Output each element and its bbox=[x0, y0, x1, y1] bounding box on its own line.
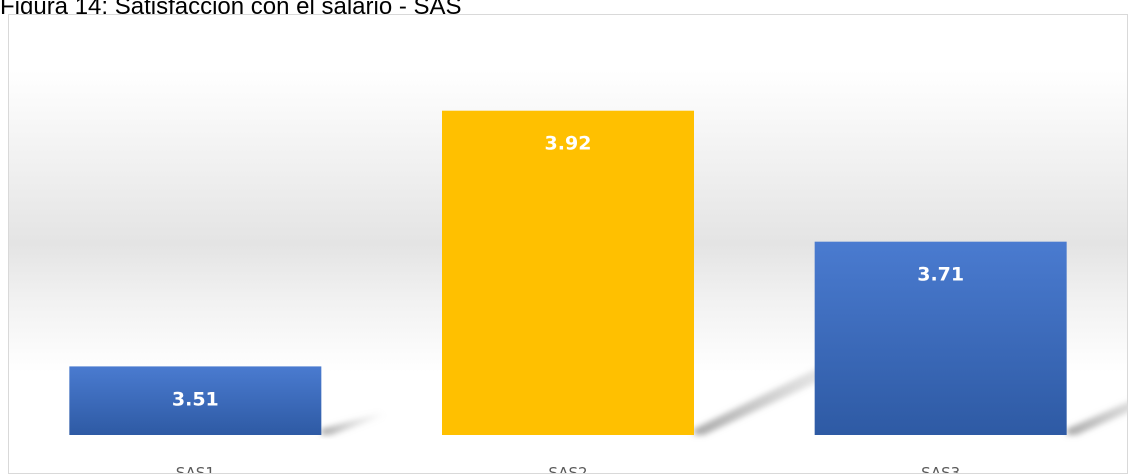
chart-area: 3.51 3.92 3.71 SAS1 SAS2 SAS3 bbox=[8, 14, 1128, 474]
bar-sas1[interactable] bbox=[69, 366, 322, 435]
x-tick-label-sas2: SAS2 bbox=[548, 464, 587, 473]
x-tick-label-sas3: SAS3 bbox=[921, 464, 960, 473]
bar-chart: 3.51 3.92 3.71 SAS1 SAS2 SAS3 bbox=[69, 110, 1127, 473]
bar-sas3[interactable] bbox=[814, 241, 1067, 435]
data-label-sas2: 3.92 bbox=[545, 133, 592, 155]
bar-shadow bbox=[321, 413, 386, 435]
x-tick-label-sas1: SAS1 bbox=[176, 464, 215, 473]
data-label-sas1: 3.51 bbox=[172, 388, 219, 410]
bar-shadow bbox=[1066, 402, 1127, 435]
bar-sas2[interactable] bbox=[442, 110, 694, 435]
data-label-sas3: 3.71 bbox=[917, 264, 964, 286]
